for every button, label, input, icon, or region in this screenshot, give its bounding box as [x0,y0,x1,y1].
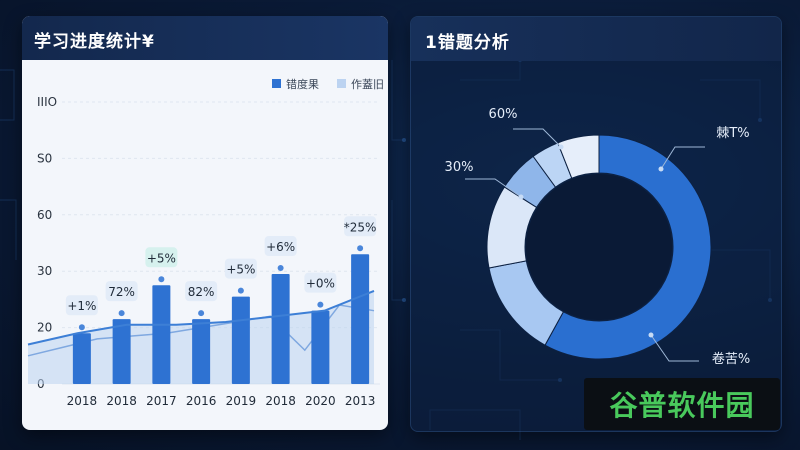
donut-slice [557,134,600,179]
error-analysis-title: 1错题分析 [425,33,510,53]
legend-swatch [272,79,281,88]
data-label-bg [65,295,98,316]
callout-dot [518,194,524,200]
callout-line [660,146,705,170]
x-tick-label: 2018 [265,394,296,408]
data-label: *25% [344,216,377,252]
data-label: +5% [224,258,257,294]
y-tick-label: IIIO [37,95,57,109]
x-tick-label: 2018 [106,394,137,408]
data-label: 82% [185,281,218,317]
data-point [118,310,125,317]
data-label-text: 72% [108,285,135,299]
bar [72,333,91,384]
data-label-bg [185,281,218,302]
data-point [237,287,244,294]
y-tick-label: 20 [37,321,52,335]
x-tick-label: 2019 [226,394,257,408]
data-label-bg [264,236,297,257]
data-label: 72% [105,281,138,317]
callout-label: 30% [445,160,474,175]
error-analysis-panel: 1错题分析 60% 30% 棘T% 卷苦% [410,16,782,432]
progress-chart-header: 学习进度统计¥ [22,16,388,60]
data-label-bg [224,258,257,279]
data-point [78,324,85,331]
x-tick-label: 2020 [305,394,336,408]
callout-line [513,128,562,148]
data-point [357,245,364,252]
data-label: +0% [304,272,337,308]
callout-line [465,178,522,198]
chart-legend: 错度果 作蓋旧 [272,77,384,91]
progress-chart-title: 学习进度统计¥ [34,32,155,52]
error-analysis-header: 1错题分析 [411,17,781,61]
donut-callout: 60% [489,107,564,150]
bar [351,254,370,384]
bar [231,296,250,384]
y-tick-label: 30 [37,264,52,278]
donut-slice [544,134,712,360]
data-label-text: +1% [67,299,96,313]
data-label: +6% [264,236,297,272]
bar [192,319,211,384]
data-label-text: +6% [266,240,295,254]
x-tick-label: 2017 [146,394,177,408]
callout-label: 棘T% [716,126,749,141]
y-tick-label: S0 [37,151,52,165]
bar [112,319,131,384]
data-label-bg [105,281,138,302]
data-label: +5% [145,247,178,283]
donut-callout: 棘T% [658,126,750,172]
donut-callout: 卷苦% [648,332,750,367]
data-label-text: *25% [344,220,377,234]
data-label-text: +5% [147,251,176,265]
data-point [198,310,205,317]
legend-label: 错度果 [286,77,319,91]
progress-chart-panel: 学习进度统计¥ 错度果作蓋旧0203060S0IIIO+1%72%+5%82%+… [22,16,388,430]
bar [311,310,330,384]
callout-dot [648,332,654,338]
data-label-text: 82% [188,285,215,299]
bar [152,285,171,384]
callout-label: 60% [489,107,518,122]
data-label: +1% [65,295,98,331]
donut-hole [526,174,672,320]
donut-callout: 30% [445,160,524,200]
data-label-bg [145,247,178,268]
callout-label: 卷苦% [712,351,750,367]
error-donut-chart: 60% 30% 棘T% 卷苦% [445,107,751,367]
data-point [317,301,324,308]
callout-line [650,334,699,362]
data-label-bg [344,216,377,237]
callout-dot [658,166,664,172]
x-tick-label: 2018 [67,394,98,408]
trend-line [27,290,375,346]
data-point [158,276,165,283]
data-label-text: +5% [226,263,255,277]
progress-bar-chart: 错度果作蓋旧0203060S0IIIO+1%72%+5%82%+5%+6%+0%… [27,77,384,408]
x-tick-label: 2013 [345,394,376,408]
legend-label: 作蓋旧 [351,78,384,91]
legend-swatch [337,79,346,88]
bar [271,274,290,384]
data-label-bg [304,272,337,293]
data-label-text: +0% [306,277,335,291]
y-tick-label: 60 [37,208,52,222]
data-point [277,265,284,272]
callout-dot [558,144,564,150]
x-tick-label: 2016 [186,394,217,408]
watermark-logo: 谷普软件园 [584,378,780,430]
